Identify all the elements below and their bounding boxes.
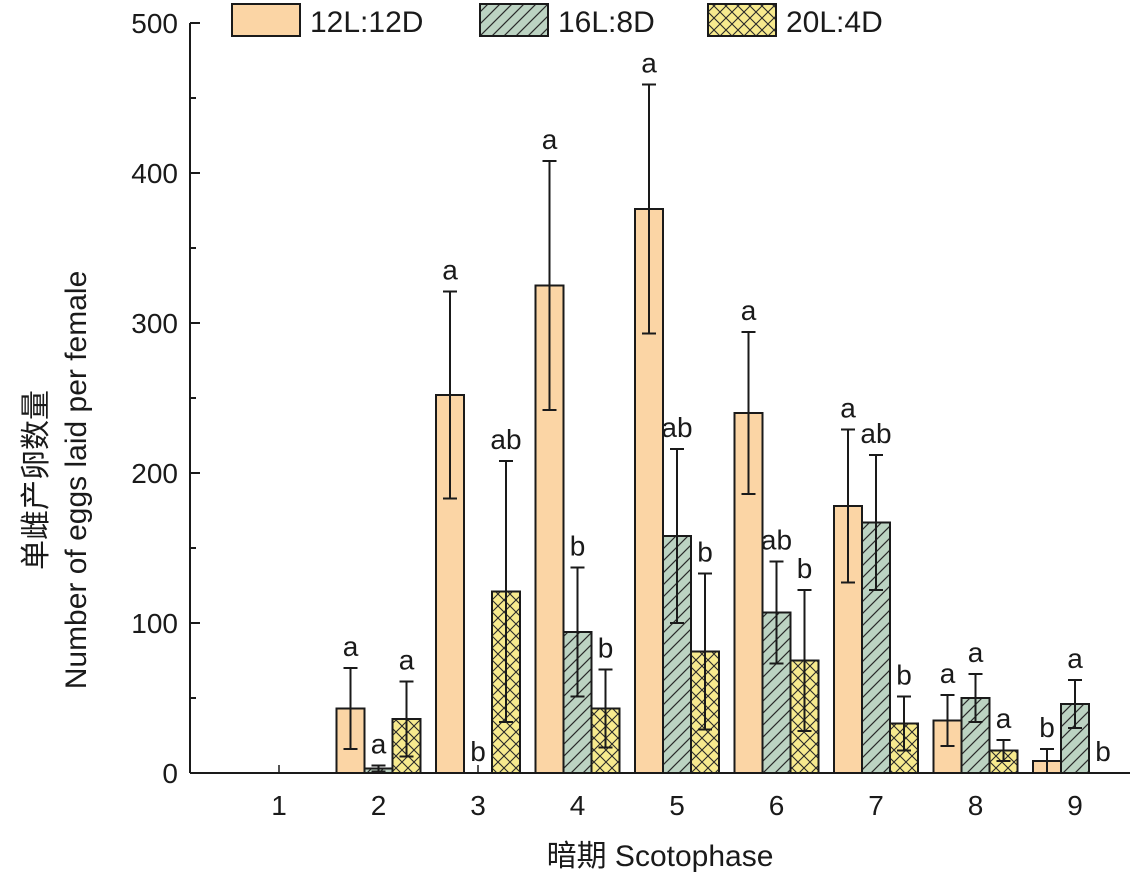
legend-swatch-20l-4d[interactable] — [707, 3, 777, 37]
y-axis-title-line-1: 单雌产卵数量 — [20, 390, 53, 570]
significance-letter: a — [542, 124, 558, 155]
significance-letter: b — [598, 633, 614, 664]
significance-letter: ab — [761, 525, 792, 556]
significance-letter: a — [399, 645, 415, 676]
significance-letter: ab — [661, 412, 692, 443]
significance-letter: ab — [490, 424, 521, 455]
x-tick-label: 6 — [769, 790, 785, 821]
legend-label-20l-4d[interactable]: 20L:4D — [786, 6, 883, 39]
significance-letter: b — [697, 537, 713, 568]
y-tick-label: 300 — [131, 308, 178, 339]
significance-letter: a — [741, 295, 757, 326]
y-tick-label: 400 — [131, 158, 178, 189]
x-tick-label: 5 — [669, 790, 685, 821]
x-tick-label: 4 — [570, 790, 586, 821]
legend-label-16l-8d[interactable]: 16L:8D — [558, 6, 655, 39]
y-tick-label: 100 — [131, 608, 178, 639]
x-tick-label: 8 — [968, 790, 984, 821]
y-tick-label: 500 — [131, 8, 178, 39]
significance-letter: b — [797, 553, 813, 584]
x-axis-title: 暗期 Scotophase — [547, 840, 774, 873]
significance-letter: b — [470, 736, 486, 767]
legend-swatch-12l-12d[interactable] — [231, 3, 301, 37]
x-tick-label: 7 — [868, 790, 884, 821]
significance-letter: a — [996, 703, 1012, 734]
x-tick-label: 2 — [371, 790, 387, 821]
x-tick-label: 9 — [1067, 790, 1083, 821]
significance-letter: a — [1067, 643, 1083, 674]
legend-swatch-16l-8d[interactable] — [479, 3, 549, 37]
significance-letter: a — [840, 393, 856, 424]
significance-letter: a — [940, 658, 956, 689]
y-tick-label: 0 — [162, 758, 178, 789]
significance-letter: a — [641, 48, 657, 79]
y-axis-title-line-2: Number of eggs laid per female — [60, 271, 93, 690]
significance-letter: a — [968, 637, 984, 668]
bar-16l-8d[interactable] — [562, 631, 593, 774]
significance-letter: a — [371, 729, 387, 760]
x-tick-label: 3 — [470, 790, 486, 821]
significance-letter: b — [896, 660, 912, 691]
significance-letter: b — [1039, 712, 1055, 743]
significance-letter: a — [343, 631, 359, 662]
y-tick-label: 200 — [131, 458, 178, 489]
bar-16l-8d[interactable] — [761, 611, 792, 774]
x-tick-label: 1 — [271, 790, 287, 821]
significance-letter: ab — [860, 418, 891, 449]
legend-label-12l-12d[interactable]: 12L:12D — [310, 6, 423, 39]
significance-letter: a — [442, 255, 458, 286]
significance-letter: b — [570, 531, 586, 562]
significance-letter: b — [1095, 736, 1111, 767]
